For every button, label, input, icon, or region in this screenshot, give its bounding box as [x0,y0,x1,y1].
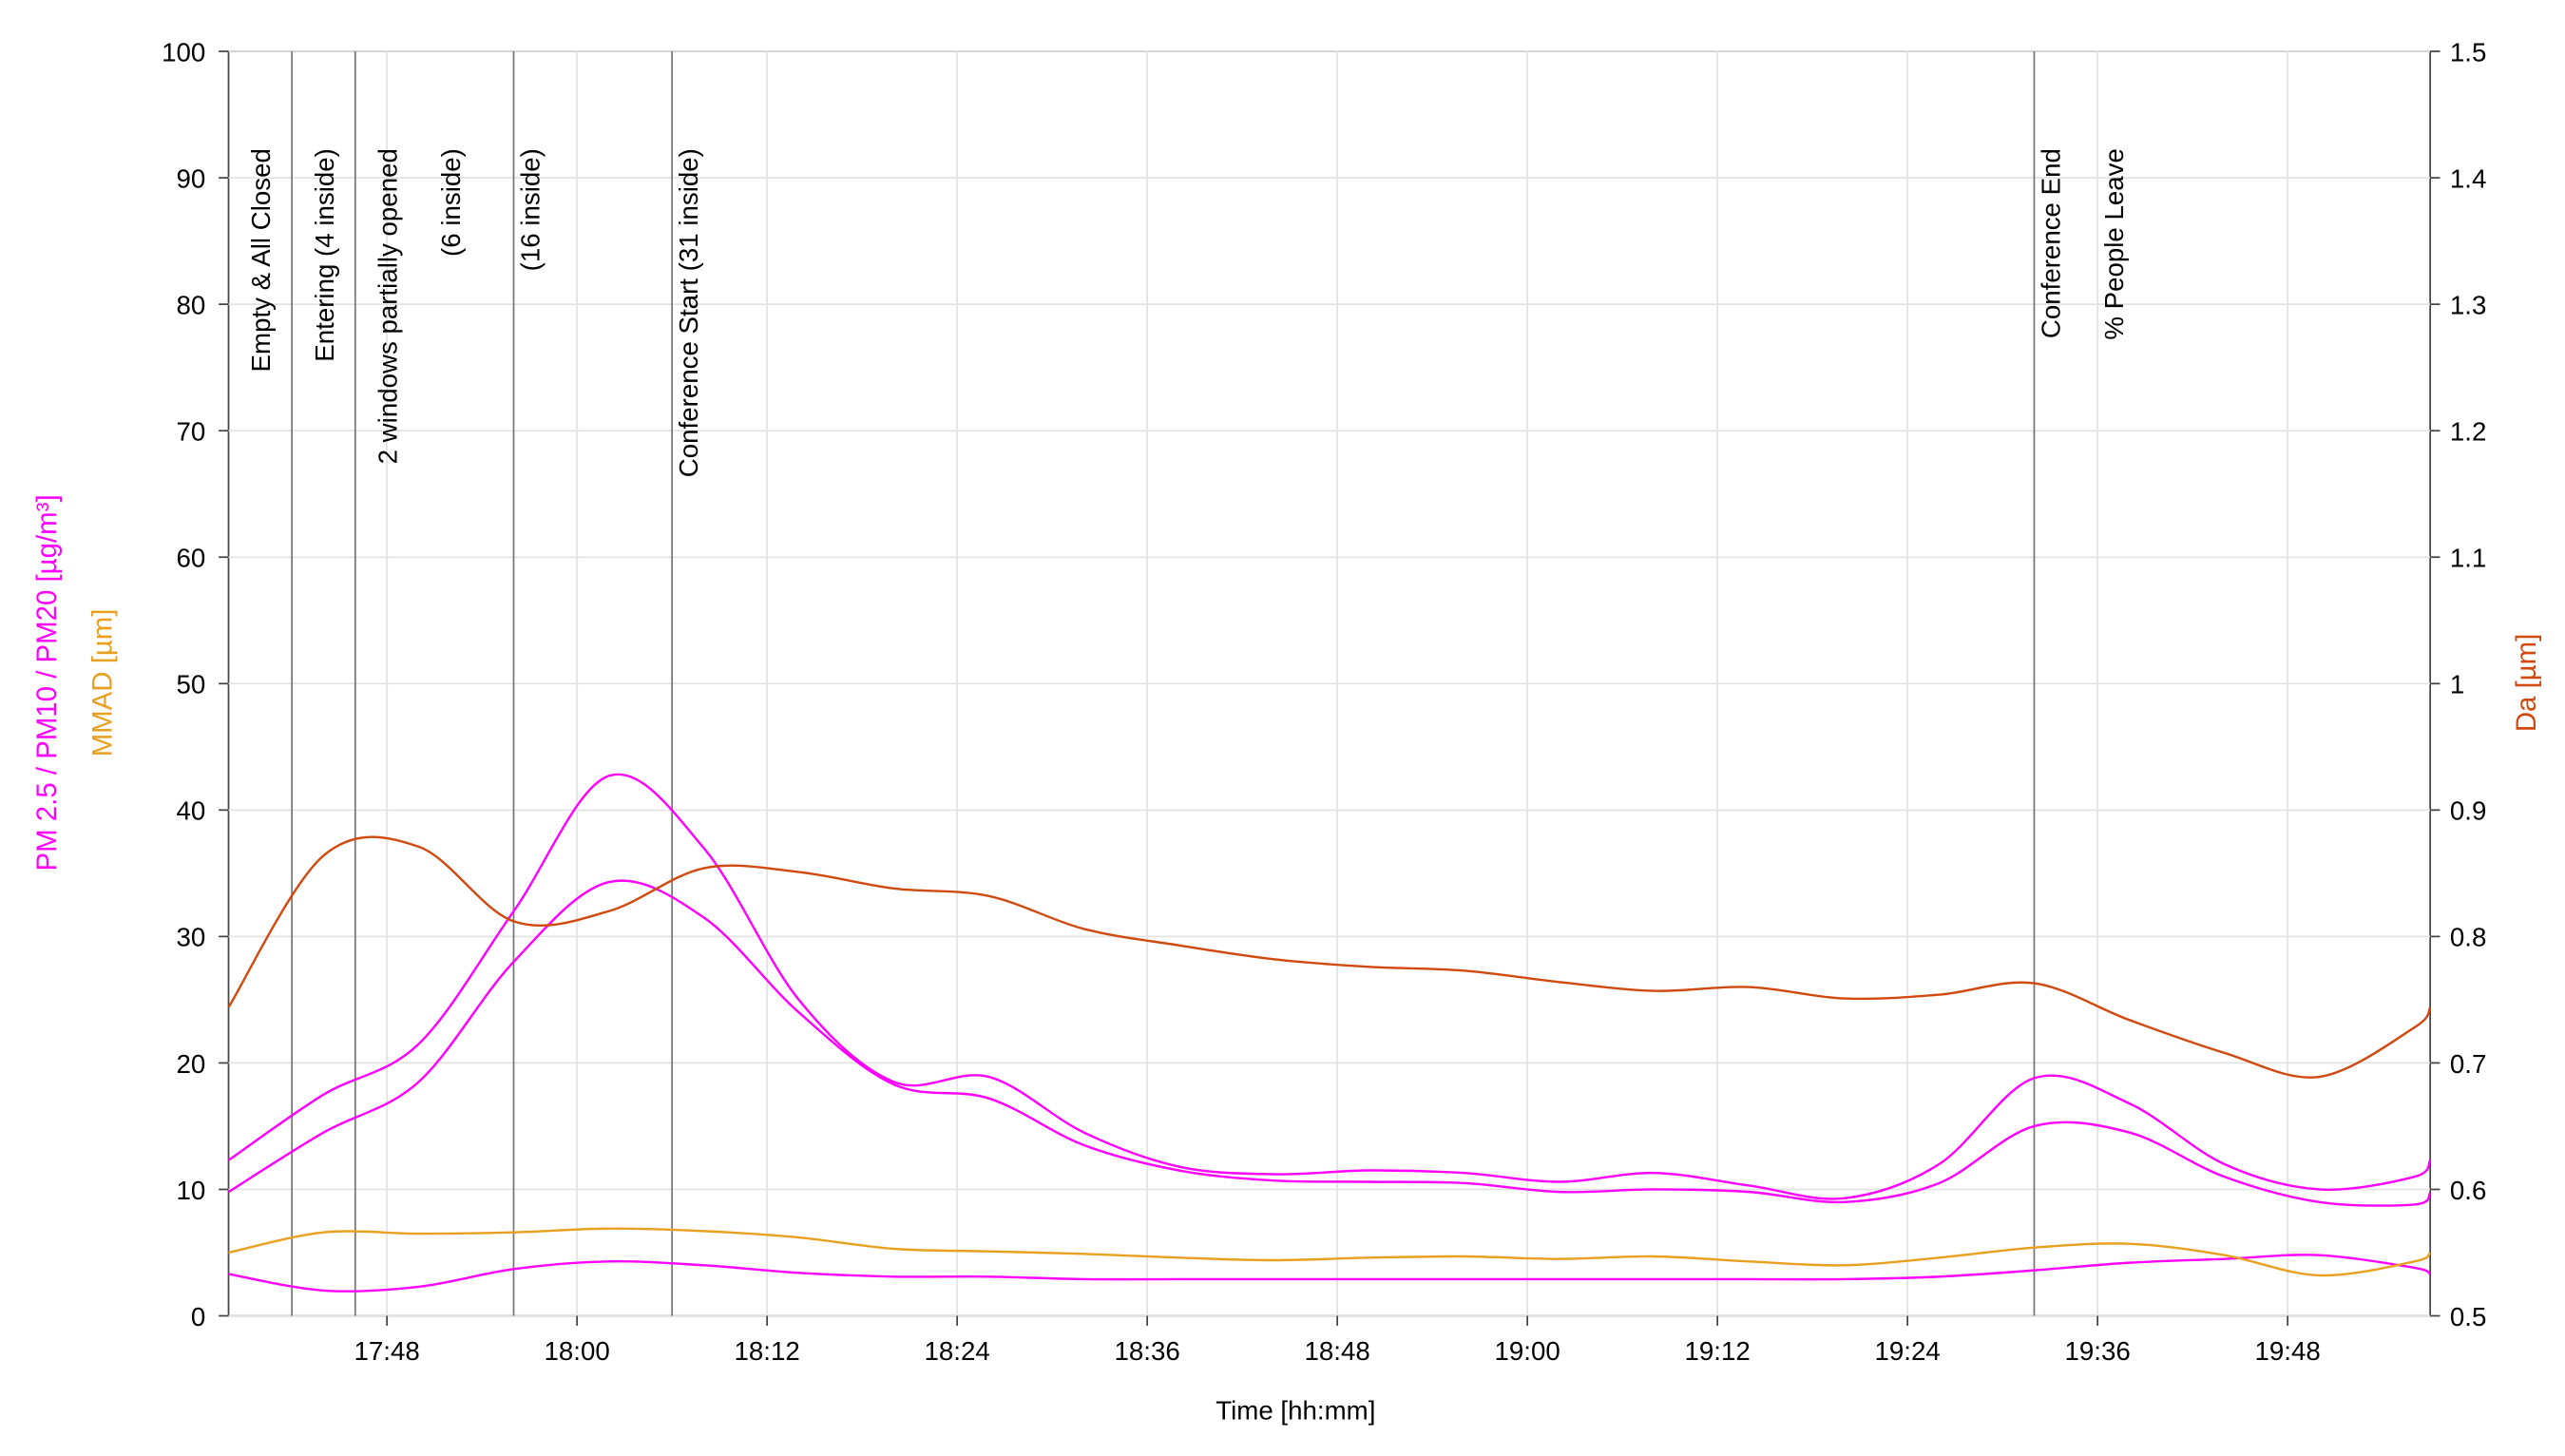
y2-tick-label: 1.4 [2450,163,2486,193]
y-tick-label: 80 [176,291,205,320]
annotation: (6 inside) [436,148,466,257]
y2-tick-label: 0.5 [2450,1302,2486,1331]
annotation: Empty & All Closed [246,148,276,372]
y2-tick-label: 0.9 [2450,796,2486,826]
annotation: % People Leave [2099,148,2129,340]
x-tick-label: 18:24 [925,1336,990,1366]
series-line [227,879,2432,1207]
y-tick-label: 60 [176,544,205,573]
y2-tick-label: 0.8 [2450,923,2486,952]
y-tick-label: 70 [176,417,205,447]
y-tick-label: 90 [176,163,205,193]
annotation: Entering (4 inside) [310,148,339,362]
x-tick-label: 19:48 [2255,1336,2321,1366]
y2-tick-label: 0.7 [2450,1049,2486,1079]
x-tick-label: 19:24 [1875,1336,1941,1366]
y-tick-label: 20 [176,1049,205,1079]
y2-tick-label: 1.3 [2450,291,2486,320]
y-tick-label: 100 [162,37,205,67]
y-tick-label: 0 [191,1302,205,1331]
y-tick-label: 50 [176,670,205,699]
x-tick-label: 17:48 [354,1336,420,1366]
y2-tick-label: 1.1 [2450,544,2486,573]
x-tick-label: 18:12 [735,1336,800,1366]
y2-axis-title: Da [µm] [2511,634,2542,733]
y-tick-label: 30 [176,923,205,952]
annotation: Conference Start (31 inside) [674,148,703,477]
y-tick-label: 40 [176,796,205,826]
y-axis-title: PM 2.5 / PM10 / PM20 [µg/m³] [31,494,63,871]
series-line [228,1227,2431,1277]
y-axis-title-mmad: MMAD [µm] [87,609,119,757]
series-line [227,835,2432,1079]
x-axis-title: Time [hh:mm] [1216,1396,1375,1426]
series-line [227,773,2432,1200]
y2-tick-label: 1 [2450,670,2464,699]
y2-tick-label: 0.6 [2450,1176,2486,1205]
x-tick-label: 18:36 [1115,1336,1180,1366]
y2-tick-label: 1.2 [2450,417,2486,447]
x-tick-label: 19:36 [2065,1336,2131,1366]
x-tick-label: 19:00 [1495,1336,1560,1366]
x-tick-label: 18:48 [1305,1336,1370,1366]
x-tick-label: 19:12 [1685,1336,1751,1366]
annotation: (16 inside) [516,148,546,271]
annotation: 2 windows partially opened [373,148,403,464]
y-tick-label: 10 [176,1176,205,1205]
series-line [228,1254,2431,1293]
x-tick-label: 18:00 [545,1336,610,1366]
y2-tick-label: 1.5 [2450,37,2486,67]
annotation: Conference End [2037,148,2066,338]
